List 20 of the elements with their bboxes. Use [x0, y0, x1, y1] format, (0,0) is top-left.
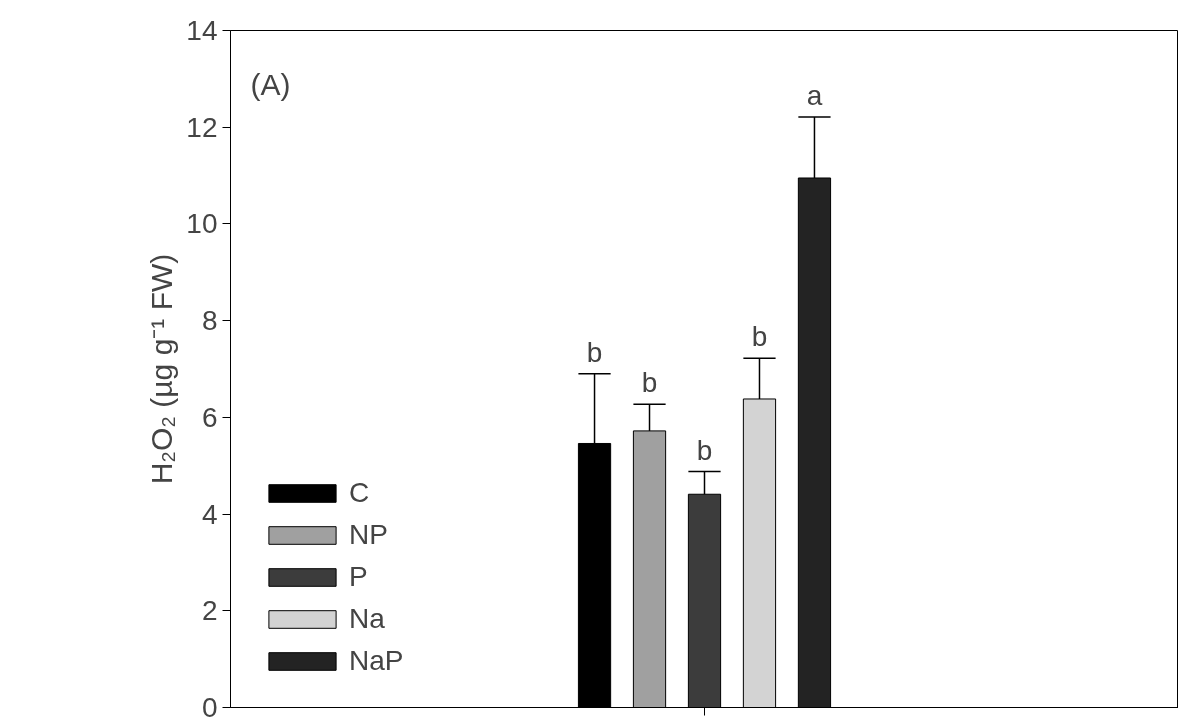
legend-label: Na [349, 603, 385, 635]
data-label: b [586, 336, 603, 368]
legend-label: C [349, 477, 370, 509]
y-tick-label: 2 [201, 595, 218, 627]
data-label: b [696, 434, 713, 466]
y-tick-label: 6 [201, 401, 218, 433]
y-tick-label: 10 [186, 208, 218, 240]
y-tick-label: 8 [201, 305, 218, 337]
data-label: a [806, 80, 823, 112]
legend-label: P [349, 561, 369, 593]
y-tick-label: 4 [201, 498, 218, 530]
legend-label: NaP [349, 645, 404, 677]
y-axis-title: H₂O₂ (µg g⁻¹ FW) [145, 253, 179, 485]
y-tick-label: 12 [186, 111, 218, 143]
legend-label: NP [349, 519, 388, 551]
annotation: (A) [250, 67, 291, 101]
data-label: b [641, 367, 658, 399]
data-label: b [751, 321, 768, 353]
y-tick-label: 14 [186, 15, 218, 46]
y-tick-label: 0 [201, 692, 218, 722]
